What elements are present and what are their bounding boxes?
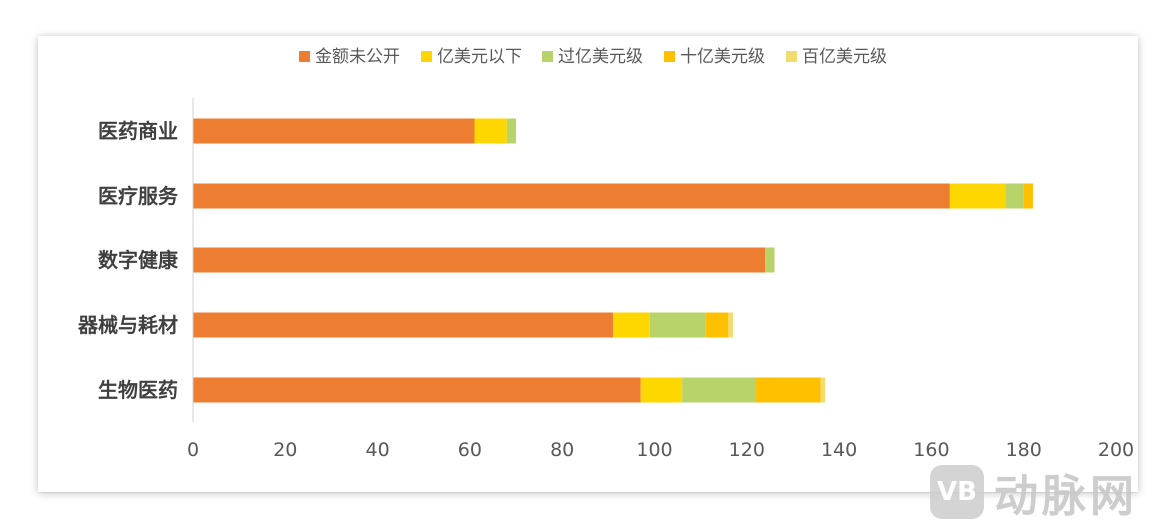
x-tick-label-7: 140 <box>821 439 857 461</box>
legend-swatch-0 <box>299 51 310 62</box>
legend-swatch-4 <box>786 51 797 62</box>
background-top <box>0 0 1174 36</box>
bar-segment-3-3 <box>705 312 729 338</box>
bar-segment-3-0 <box>193 312 613 338</box>
x-tick-label-4: 80 <box>550 439 574 461</box>
bar-segment-2-0 <box>193 247 766 273</box>
bar-segment-1-0 <box>193 183 950 209</box>
bar-segment-1-1 <box>949 183 1006 209</box>
watermark-logo: VB <box>930 465 984 519</box>
legend: 金额未公开 亿美元以下 过亿美元级 十亿美元级 百亿美元级 <box>299 47 887 67</box>
bar-segment-3-2 <box>649 312 706 338</box>
x-tick-label-10: 200 <box>1098 439 1134 461</box>
legend-label-1: 亿美元以下 <box>437 47 522 67</box>
category-label-3: 器械与耗材 <box>77 313 178 337</box>
category-label-2: 数字健康 <box>98 248 179 272</box>
legend-label-3: 十亿美元级 <box>680 47 765 67</box>
bar-segment-4-1 <box>640 377 683 403</box>
x-tick-label-5: 100 <box>636 439 672 461</box>
x-axis-ticks: 0 20 40 60 80 100 120 140 160 180 200 <box>187 439 1134 461</box>
category-label-4: 生物医药 <box>98 378 178 402</box>
bar-segment-4-4 <box>820 377 826 403</box>
bar-segment-1-2 <box>1005 183 1024 209</box>
bar-segment-3-1 <box>612 312 650 338</box>
x-tick-label-9: 180 <box>1006 439 1042 461</box>
bars <box>193 118 1033 403</box>
legend-swatch-3 <box>664 51 675 62</box>
x-tick-label-6: 120 <box>729 439 765 461</box>
bar-segment-3-4 <box>728 312 733 338</box>
category-label-1: 医疗服务 <box>98 184 179 208</box>
x-tick-label-0: 0 <box>187 439 199 461</box>
bar-segment-2-2 <box>765 247 775 273</box>
background-right <box>1138 0 1174 530</box>
bar-segment-4-2 <box>682 377 757 403</box>
x-tick-label-2: 40 <box>366 439 390 461</box>
legend-label-0: 金额未公开 <box>315 47 400 67</box>
watermark: VB 动脉网 <box>930 462 1166 522</box>
bar-segment-0-0 <box>193 118 475 144</box>
watermark-text: 动脉网 <box>994 471 1138 522</box>
bar-segment-0-1 <box>474 118 507 144</box>
legend-label-2: 过亿美元级 <box>558 47 643 67</box>
x-tick-label-8: 160 <box>913 439 949 461</box>
legend-swatch-1 <box>421 51 432 62</box>
x-tick-label-3: 60 <box>458 439 482 461</box>
background-left <box>0 0 38 530</box>
x-tick-label-1: 20 <box>273 439 297 461</box>
legend-swatch-2 <box>542 51 553 62</box>
bar-segment-4-3 <box>756 377 821 403</box>
bar-segment-0-2 <box>506 118 517 144</box>
bar-segment-4-0 <box>193 377 641 403</box>
category-label-0: 医药商业 <box>98 119 178 143</box>
bar-segment-1-3 <box>1023 183 1033 209</box>
legend-label-4: 百亿美元级 <box>802 47 887 67</box>
